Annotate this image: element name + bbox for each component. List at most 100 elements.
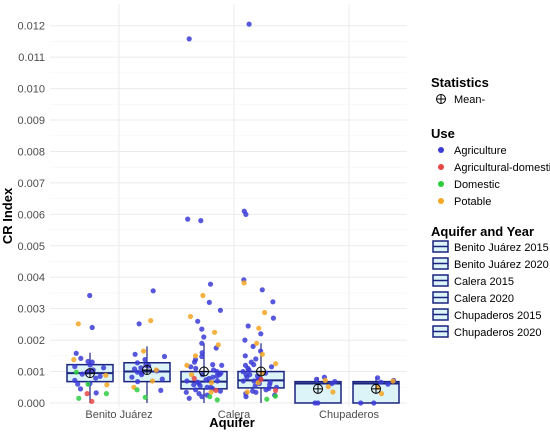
legend-dot <box>438 164 444 170</box>
data-point <box>103 391 109 397</box>
data-point <box>71 357 77 363</box>
data-point <box>77 386 84 392</box>
data-point <box>199 353 205 360</box>
y-tick-label: 0.005 <box>17 241 45 253</box>
data-point <box>87 292 93 299</box>
data-point <box>184 362 190 368</box>
data-point <box>129 374 135 380</box>
mean-marker <box>313 383 323 394</box>
legend-item-use: Potable <box>438 196 491 208</box>
legend-item-use: Agricultural-domestic <box>438 162 550 174</box>
data-point <box>262 309 268 316</box>
data-point <box>243 211 249 217</box>
legend-label: Agricultural-domestic <box>454 162 550 174</box>
legend-item-aquifer: Chupaderos 2020 <box>432 325 541 339</box>
data-point <box>329 380 335 387</box>
data-point <box>371 400 377 406</box>
data-point <box>186 395 192 401</box>
data-point <box>251 378 257 384</box>
data-point <box>191 375 197 382</box>
data-point <box>263 387 269 393</box>
data-point <box>134 369 141 375</box>
legend-item-use: Domestic <box>438 179 500 191</box>
data-point <box>214 378 220 384</box>
legend-label: Potable <box>454 196 491 208</box>
legend-item-statistics: Mean- <box>436 94 486 106</box>
data-point <box>259 351 265 357</box>
data-point <box>378 391 385 397</box>
data-point <box>375 375 381 381</box>
data-point <box>214 373 220 379</box>
axis-layer: 0.000 0.001 0.002 0.003 0.004 0.005 0.006 0.007… <box>17 21 379 421</box>
data-point <box>217 388 223 394</box>
data-point <box>254 340 260 346</box>
data-point <box>253 356 259 362</box>
data-point <box>93 390 99 396</box>
data-point <box>385 381 391 387</box>
data-point <box>153 367 159 373</box>
legend-label: Chupaderos 2020 <box>454 327 541 339</box>
data-point <box>242 362 249 368</box>
data-point <box>73 369 79 375</box>
data-point <box>258 331 264 337</box>
y-tick-label: 0.008 <box>17 146 45 158</box>
data-point <box>268 364 275 370</box>
data-point <box>191 359 198 365</box>
mean-marker <box>142 364 152 375</box>
x-tick-label: Chupaderos <box>319 409 379 421</box>
data-point <box>84 391 90 397</box>
data-point <box>142 357 148 363</box>
grid-layer <box>50 4 407 407</box>
data-point <box>72 363 78 370</box>
data-point <box>330 389 336 395</box>
y-tick-label: 0.000 <box>17 398 45 410</box>
data-point <box>208 389 214 395</box>
data-point <box>219 362 225 368</box>
data-point <box>203 377 209 383</box>
legend-dot <box>438 198 444 204</box>
data-point <box>208 380 215 386</box>
legend-label: Mean- <box>454 94 486 106</box>
legend-item-aquifer: Calera 2015 <box>432 274 514 288</box>
data-point <box>212 329 218 335</box>
data-point <box>148 318 154 324</box>
y-tick-label: 0.006 <box>17 209 45 221</box>
legend-label: Benito Juárez 2015 <box>454 242 549 254</box>
y-tick-label: 0.001 <box>17 367 45 379</box>
data-point <box>252 383 258 389</box>
data-point <box>197 383 203 389</box>
data-point <box>244 389 250 395</box>
data-point <box>134 360 140 366</box>
legend-label: Calera 2015 <box>454 276 514 288</box>
data-point <box>89 324 95 331</box>
data-point <box>246 21 252 27</box>
data-point <box>242 337 248 343</box>
data-point <box>210 362 216 368</box>
point-layer <box>71 21 397 406</box>
data-point <box>245 323 251 329</box>
data-point <box>198 218 204 224</box>
data-point <box>135 379 141 385</box>
legend-item-aquifer: Benito Juárez 2020 <box>432 257 549 271</box>
data-point <box>72 377 78 383</box>
data-point <box>193 365 199 371</box>
y-tick-label: 0.003 <box>17 304 45 316</box>
data-point <box>93 375 99 381</box>
data-point <box>201 334 207 340</box>
data-point <box>243 394 249 400</box>
data-point <box>247 372 253 378</box>
data-point <box>204 384 210 390</box>
data-point <box>253 389 259 395</box>
legend-label: Agriculture <box>454 145 507 157</box>
data-point <box>184 378 190 384</box>
data-point <box>325 384 331 390</box>
data-point <box>78 355 84 361</box>
data-point <box>313 376 320 382</box>
data-point <box>250 343 256 349</box>
data-point <box>251 362 257 368</box>
data-point <box>270 315 276 321</box>
legend-item-aquifer: Calera 2020 <box>432 291 514 305</box>
legend-label: Benito Juárez 2020 <box>454 259 549 271</box>
